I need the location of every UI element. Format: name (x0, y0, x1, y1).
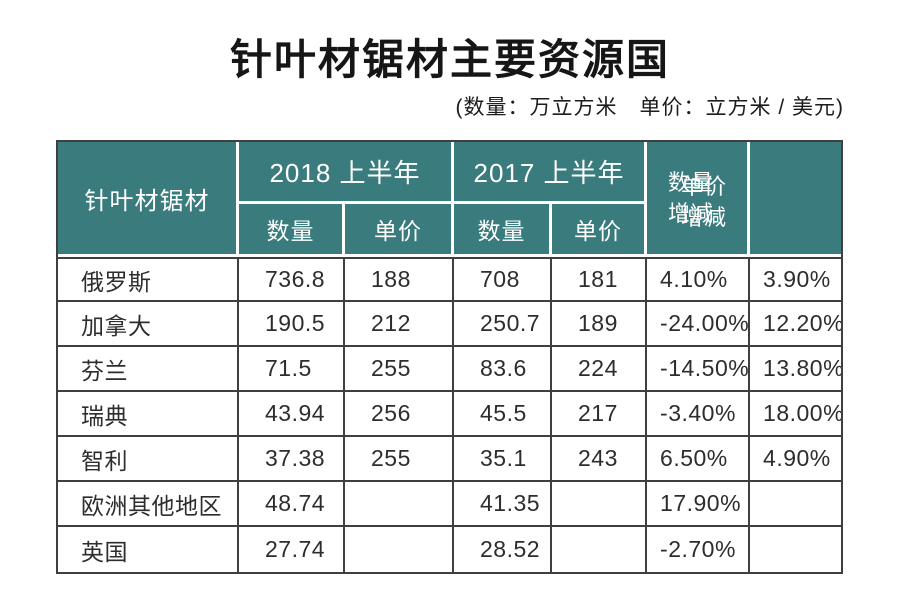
cell-2018-quantity: 48.74 (239, 482, 345, 527)
cell-quantity-change: 6.50% (647, 437, 751, 482)
table-row: 瑞典 43.94 256 45.5 217 -3.40% 18.00% (58, 392, 842, 437)
unit-note: (数量：万立方米 单价：立方米 / 美元) (455, 96, 844, 119)
subheader-2017-quantity: 数量 (454, 204, 553, 257)
table-row: 芬兰 71.5 255 83.6 224 -14.50% 13.80% (58, 347, 842, 392)
subheader-2018-quantity: 数量 (239, 204, 345, 257)
table-row: 俄罗斯 736.8 188 708 181 4.10% 3.90% (58, 257, 842, 302)
cell-2017-quantity: 708 (454, 257, 553, 302)
cell-2018-quantity: 190.5 (239, 302, 345, 347)
subheader-2018-price: 单价 (345, 204, 455, 257)
cell-country: 加拿大 (58, 302, 239, 347)
cell-country: 俄罗斯 (58, 257, 239, 302)
cell-2018-price: 255 (345, 347, 455, 392)
table-header: 针叶材锯材 2018 上半年 2017 上半年 数量增减 单价增减 数量 单价 … (58, 142, 842, 257)
cell-quantity-change: -24.00% (647, 302, 751, 347)
cell-country: 智利 (58, 437, 239, 482)
cell-price-change: 12.20% (750, 302, 842, 347)
cell-2017-quantity: 45.5 (454, 392, 553, 437)
price-change-label: 单价增减 (681, 174, 728, 230)
cell-quantity-change: 4.10% (647, 257, 751, 302)
cell-2018-quantity: 71.5 (239, 347, 345, 392)
subheader-2017-price: 单价 (552, 204, 648, 257)
cell-country: 芬兰 (58, 347, 239, 392)
table-row: 智利 37.38 255 35.1 243 6.50% 4.90% (58, 437, 842, 482)
cell-quantity-change: -2.70% (647, 527, 751, 572)
cell-2017-price (552, 527, 648, 572)
table-row: 英国 27.74 28.52 -2.70% (58, 527, 842, 572)
cell-country: 英国 (58, 527, 239, 572)
cell-2017-quantity: 41.35 (454, 482, 553, 527)
table-row: 加拿大 190.5 212 250.7 189 -24.00% 12.20% (58, 302, 842, 347)
cell-2017-price: 243 (552, 437, 648, 482)
cell-2018-quantity: 736.8 (239, 257, 345, 302)
cell-2018-price: 188 (345, 257, 455, 302)
cell-2018-quantity: 43.94 (239, 392, 345, 437)
group-header-2018: 2018 上半年 (239, 142, 455, 204)
cell-2018-price: 256 (345, 392, 455, 437)
cell-country: 欧洲其他地区 (58, 482, 239, 527)
cell-2017-price: 217 (552, 392, 648, 437)
cell-2017-price: 224 (552, 347, 648, 392)
cell-price-change: 4.90% (750, 437, 842, 482)
change-header-overlap: 数量增减 单价增减 (647, 142, 747, 254)
cell-quantity-change: -14.50% (647, 347, 751, 392)
cell-2018-price (345, 482, 455, 527)
blank-header (750, 142, 842, 257)
cell-2017-quantity: 83.6 (454, 347, 553, 392)
table-body: 俄罗斯 736.8 188 708 181 4.10% 3.90% 加拿大 19… (58, 257, 842, 572)
cell-2018-price: 212 (345, 302, 455, 347)
cell-2017-price: 181 (552, 257, 648, 302)
cell-2017-price (552, 482, 648, 527)
cell-price-change: 18.00% (750, 392, 842, 437)
page-title: 针叶材锯材主要资源国 (229, 36, 670, 83)
cell-quantity-change: 17.90% (647, 482, 751, 527)
cell-2017-quantity: 250.7 (454, 302, 553, 347)
quantity-change-label: 数量增减 (668, 170, 715, 226)
cell-price-change: 3.90% (750, 257, 842, 302)
cell-2018-quantity: 27.74 (239, 527, 345, 572)
cell-price-change: 13.80% (750, 347, 842, 392)
timber-resource-table: 针叶材锯材 2018 上半年 2017 上半年 数量增减 单价增减 数量 单价 … (56, 140, 844, 574)
cell-country: 瑞典 (58, 392, 239, 437)
cell-2017-quantity: 35.1 (454, 437, 553, 482)
cell-2017-quantity: 28.52 (454, 527, 553, 572)
cell-quantity-change: -3.40% (647, 392, 751, 437)
group-header-2017: 2017 上半年 (454, 142, 648, 204)
cell-price-change (750, 482, 842, 527)
cell-2018-price (345, 527, 455, 572)
cell-2018-price: 255 (345, 437, 455, 482)
change-header: 数量增减 单价增减 (647, 142, 751, 257)
corner-header: 针叶材锯材 (58, 142, 239, 257)
cell-price-change (750, 527, 842, 572)
cell-2017-price: 189 (552, 302, 648, 347)
table-row: 欧洲其他地区 48.74 41.35 17.90% (58, 482, 842, 527)
cell-2018-quantity: 37.38 (239, 437, 345, 482)
